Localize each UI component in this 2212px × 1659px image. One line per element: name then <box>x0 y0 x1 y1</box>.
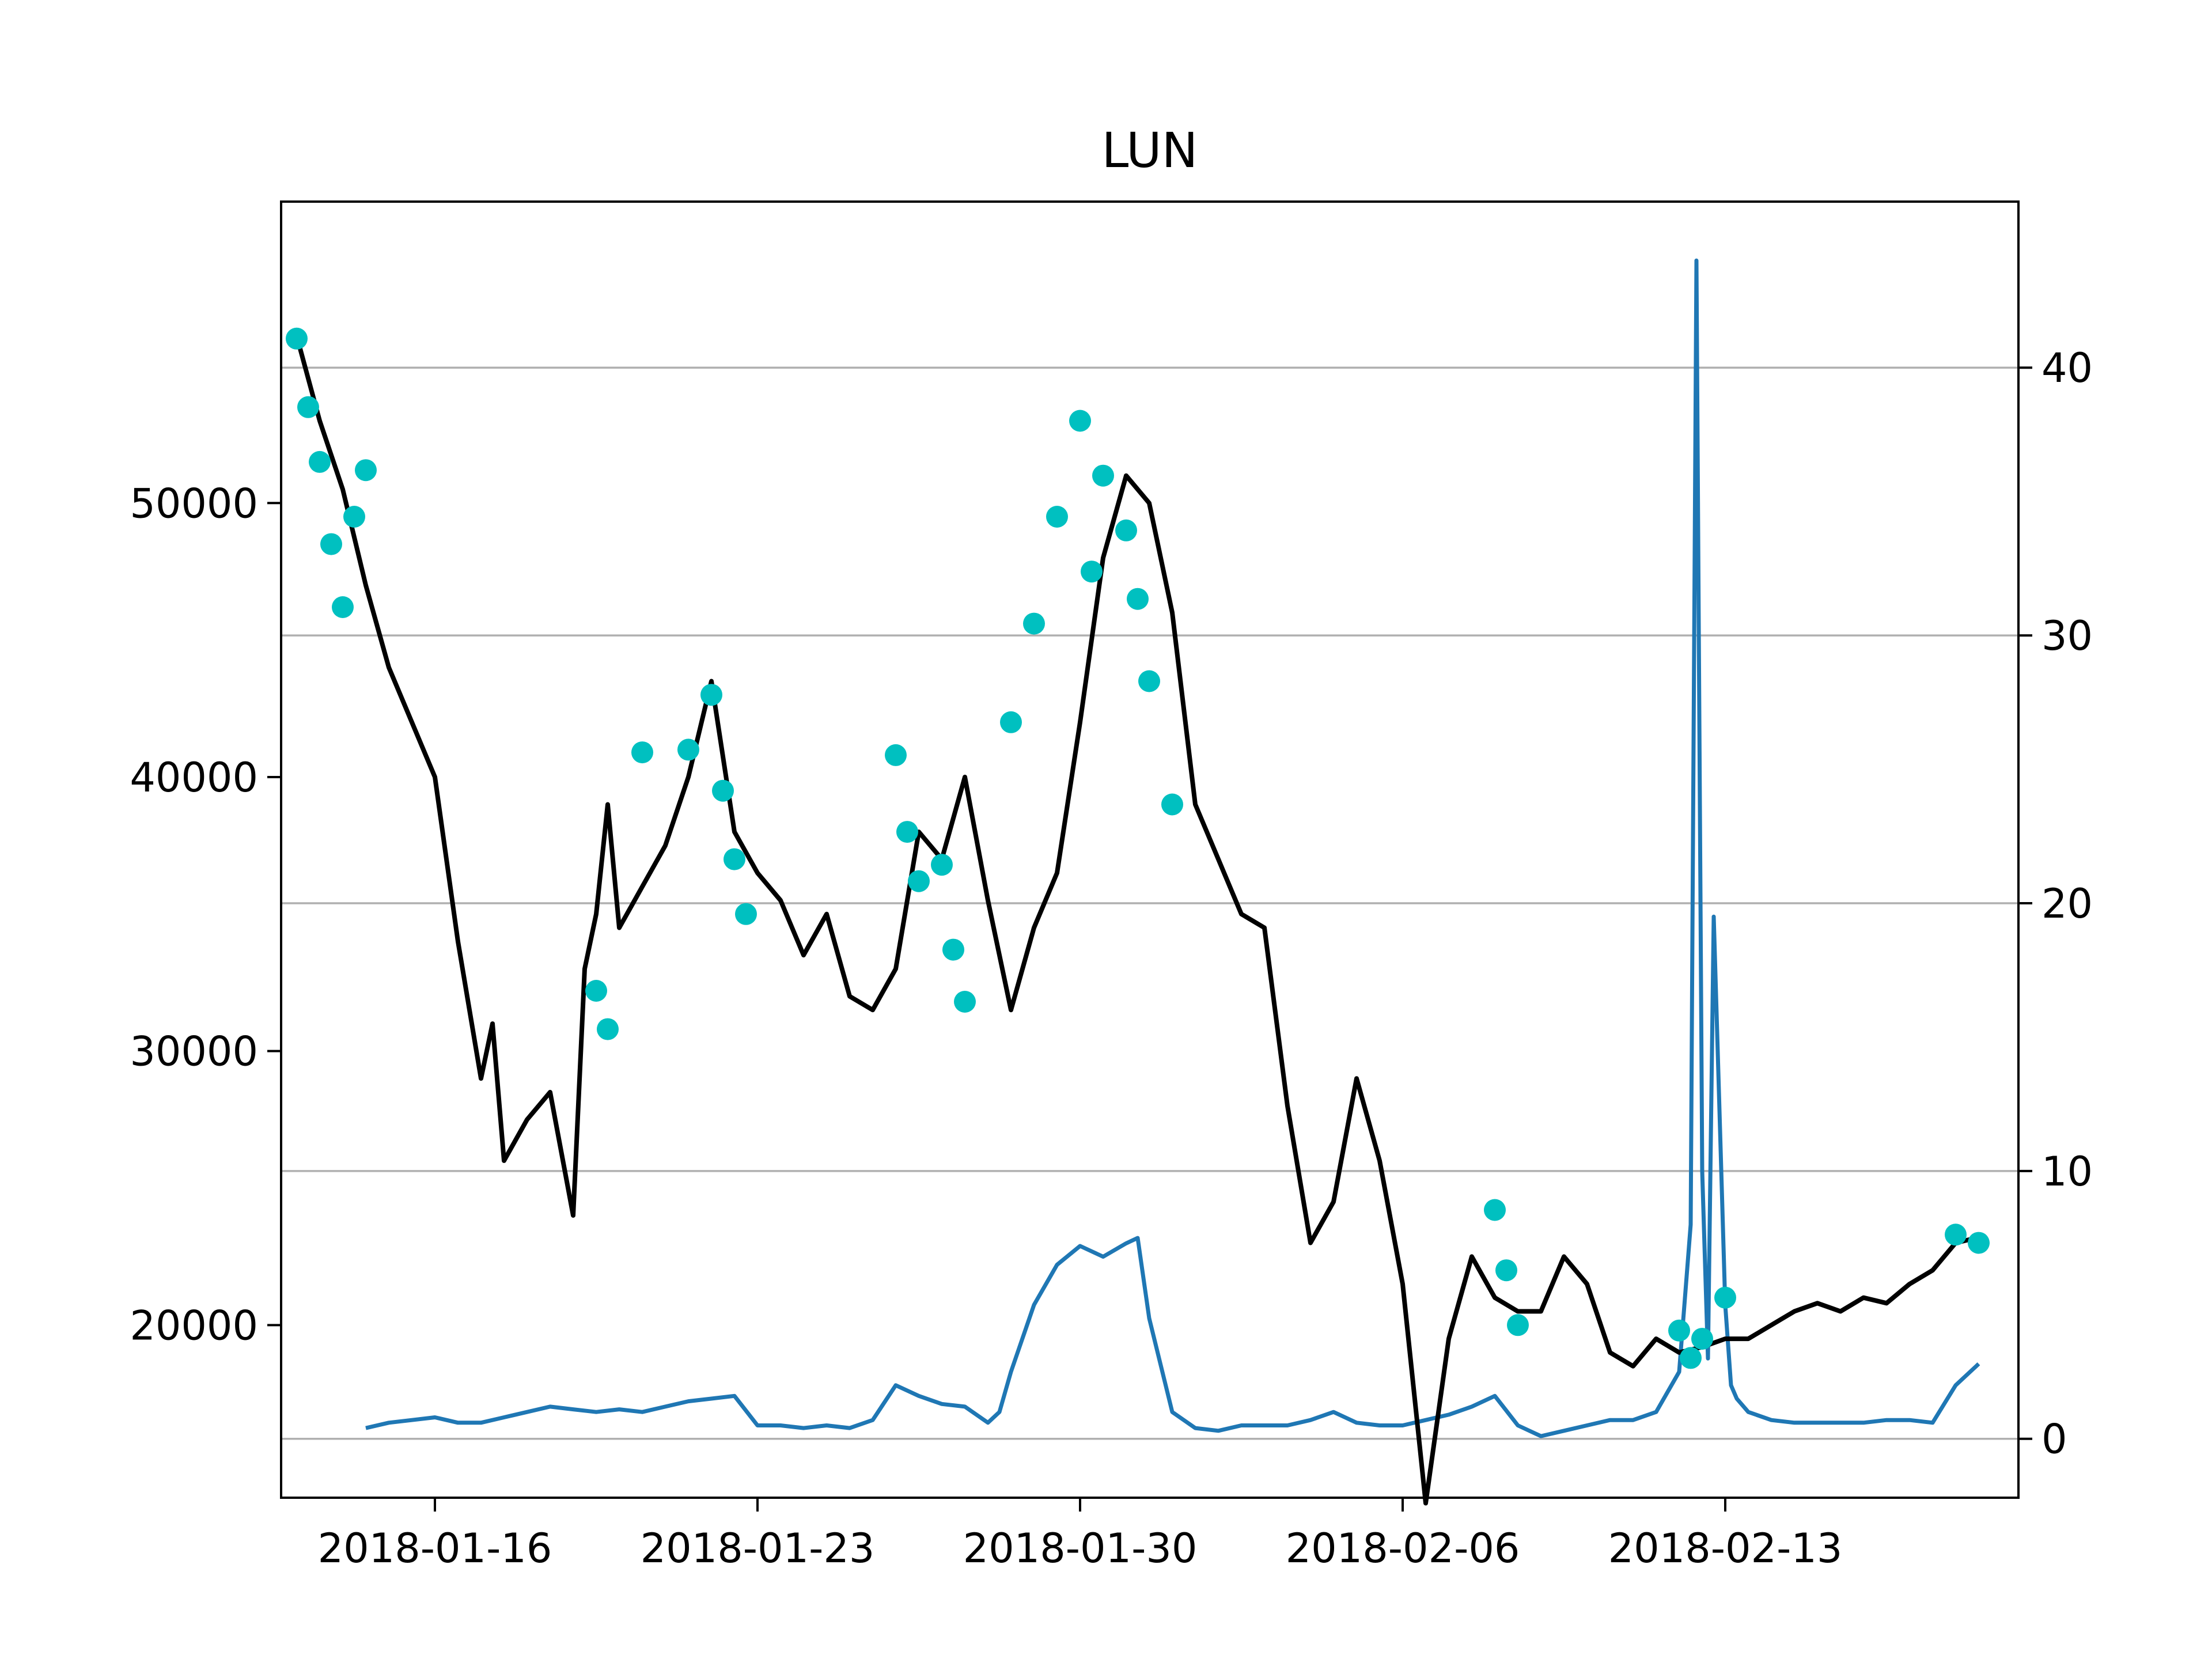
marker-point <box>735 903 757 925</box>
x-tick-label: 2018-01-30 <box>963 1525 1198 1572</box>
marker-point <box>1945 1224 1967 1246</box>
marker-point <box>1668 1319 1690 1342</box>
y-left-tick-label: 20000 <box>130 1302 258 1349</box>
marker-point <box>1968 1232 1990 1254</box>
marker-series-layer <box>286 327 1990 1369</box>
marker-point <box>1680 1347 1702 1369</box>
marker-point <box>1691 1328 1713 1350</box>
marker-point <box>700 684 722 706</box>
marker-point <box>677 738 699 761</box>
y-left-tick-label: 30000 <box>130 1028 258 1075</box>
marker-point <box>1092 464 1114 487</box>
marker-point <box>332 596 354 618</box>
marker-point <box>597 1018 619 1040</box>
marker-point <box>931 854 953 876</box>
marker-point <box>1046 506 1068 528</box>
marker-point <box>1138 670 1160 692</box>
chart-title: LUN <box>1102 122 1198 179</box>
marker-point <box>1069 410 1091 432</box>
marker-point <box>1161 793 1183 816</box>
marker-point <box>320 533 342 555</box>
x-tick-label: 2018-01-16 <box>318 1525 552 1572</box>
marker-point <box>585 980 607 1002</box>
x-tick-label: 2018-02-06 <box>1286 1525 1520 1572</box>
y-axis-right: 0 10 20 30 40 <box>2018 344 2093 1463</box>
x-tick-label: 2018-01-23 <box>641 1525 875 1572</box>
marker-point <box>1507 1314 1529 1336</box>
y-left-tick-label: 40000 <box>130 754 258 801</box>
marker-point <box>631 741 653 764</box>
marker-point <box>724 848 745 870</box>
marker-point <box>712 779 734 802</box>
y-right-tick-label: 40 <box>2041 344 2093 392</box>
marker-point <box>343 506 365 528</box>
gridlines <box>281 366 2018 1440</box>
marker-point <box>309 450 331 473</box>
plot-frame <box>280 200 2020 1499</box>
marker-point <box>896 821 918 843</box>
marker-point <box>1714 1286 1736 1309</box>
marker-point <box>885 744 907 766</box>
marker-point <box>355 459 377 482</box>
marker-point <box>1000 711 1022 733</box>
y-axis-left: 20000 30000 40000 50000 <box>130 480 281 1349</box>
marker-point <box>1115 519 1137 541</box>
marker-point <box>954 991 976 1013</box>
marker-point <box>1081 560 1103 583</box>
y-right-tick-label: 20 <box>2041 880 2093 927</box>
y-right-tick-label: 10 <box>2041 1148 2093 1195</box>
marker-point <box>286 327 308 350</box>
x-axis: 2018-01-16 2018-01-23 2018-01-30 2018-02-06… <box>318 1498 1843 1572</box>
y-left-tick-label: 50000 <box>130 480 258 527</box>
marker-point <box>1023 612 1045 635</box>
marker-point <box>942 938 964 961</box>
marker-point <box>1127 588 1149 610</box>
marker-point <box>1495 1259 1517 1282</box>
x-tick-label: 2018-02-13 <box>1608 1525 1843 1572</box>
marker-point <box>297 396 319 418</box>
marker-point <box>1484 1199 1506 1221</box>
y-right-tick-label: 30 <box>2041 612 2093 660</box>
marker-point <box>908 870 930 892</box>
y-right-tick-label: 0 <box>2041 1416 2067 1463</box>
